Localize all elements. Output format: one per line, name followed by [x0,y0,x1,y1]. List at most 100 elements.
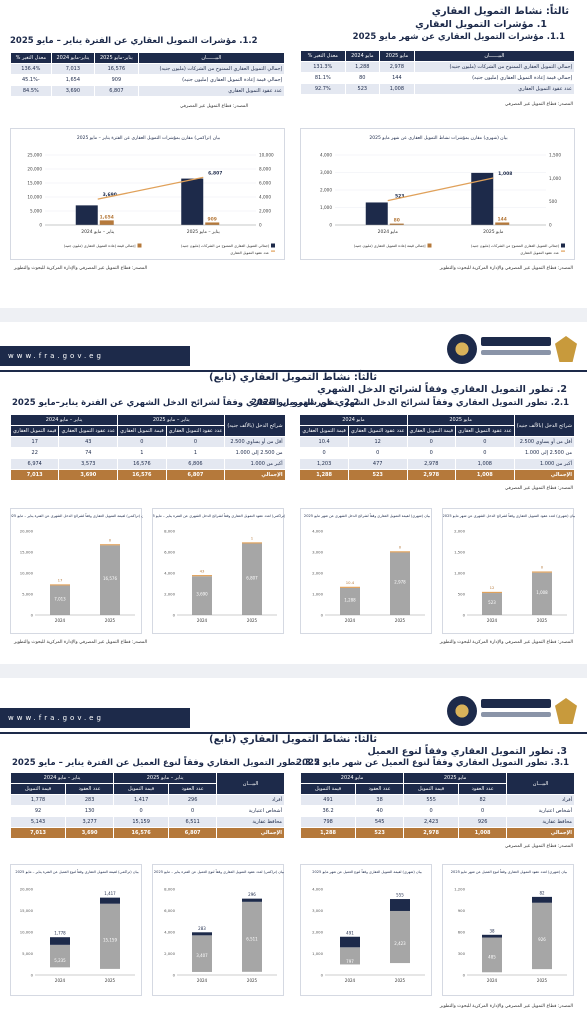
line-data-label: 1,008 [498,171,512,177]
y-tick-label: 6,000 [164,908,175,913]
table-note: المصدر: قطاع التمويل غير المصرفي [504,844,573,849]
source-note: المصدر: قطاع التمويل غير المصرفي والإدار… [439,640,573,645]
y-tick-label: 15,000 [27,181,42,186]
y-tick-label: 25,000 [27,153,42,158]
combo-chart-svg: بيان (تراكمي) مقارن بمؤشرات التمويل العق… [27,135,275,255]
bar-segment [532,896,552,903]
page-2: www.fra.gov.eg ثالثاً: نشاط التمويل العق… [0,326,587,656]
subsection-heading-left: 2.2. تطور التمويل العقاري وفقاً لشرائح ا… [12,398,360,408]
x-tick-label: مايو 2024 [378,229,399,235]
legend-swatch [561,243,565,248]
y-tick-label: 2,000 [312,930,323,935]
legend-swatch [561,250,565,252]
website-url[interactable]: www.fra.gov.eg [0,346,190,366]
bar [495,222,510,225]
section-heading: 3. تطور التمويل العقاري وفقاً لنوع العمي… [367,746,568,757]
y-tick-label: 2,000 [454,529,465,534]
y-tick-label: 2,000 [164,592,175,597]
chart-title: بيان (شهري) لقيمة التمويل العقاري وفقاً … [304,513,430,518]
x-tick-label: 2025 [395,618,406,623]
line-data-label: 3,690 [103,192,117,198]
y-tick-label: 4,000 [320,153,332,158]
client-table-right: البيـــان مايو 2025 مايو 2024 عدد العقود قي… [299,772,575,839]
subsection-heading-right: 2.1. تطور التمويل العقاري وفقاً لشرائح ا… [251,398,569,408]
x-tick-label: 2024 [55,978,66,983]
source-note: المصدر: قطاع التمويل غير المصرفي والإدار… [439,1004,573,1009]
y-tick-label: 1,500 [454,550,465,555]
y-tick-label: 4,000 [312,529,323,534]
client-chart-svg: بيان (تراكمي) لقيمة التمويل العقاري وفقا… [15,869,138,983]
data-label: 6,511 [246,936,258,941]
page-3: www.fra.gov.eg ثالثاً: نشاط التمويل العق… [0,688,587,1024]
bar-segment [340,947,360,965]
y-tick-label: 15,000 [20,550,34,555]
table-note: المصدر: قطاع التمويل غير المصرفي [504,486,573,491]
data-label: 797 [346,959,354,964]
chart-title: بيان (تراكمي) لقيمة التمويل العقاري وفقا… [11,513,143,518]
y-tick-label: 5,000 [30,209,42,214]
data-label: 1 [251,536,254,541]
bar [75,205,98,225]
legend-label: إجمالي التمويل العقاري الممنوح من الشركا… [471,244,559,249]
y-tick-label: 1,000 [312,592,323,597]
y2-tick-label: 2,000 [259,209,271,214]
y2-tick-label: 10,000 [259,153,274,158]
table-note: المصدر: قطاع التمويل غير المصرفي [504,102,573,107]
bar-segment [532,902,552,970]
table-note: المصدر: قطاع التمويل غير المصرفي [180,104,249,109]
bar-segment [390,910,410,964]
y-tick-label: 500 [458,592,466,597]
y-tick-label: 8,000 [164,887,175,892]
legend-swatch [271,250,275,252]
x-tick-label: 2025 [395,978,406,983]
bar [389,223,404,225]
y-tick-label: 3,000 [312,908,323,913]
bar-segment [192,575,212,577]
page-title: ثالثاً: نشاط التمويل العقاري (تابع) [209,734,377,745]
bar-segment [482,937,502,973]
bar [482,593,502,615]
y-tick-label: 0 [173,613,176,618]
y-tick-label: 2,000 [312,571,323,576]
data-label: 1,288 [370,196,384,202]
page-separator [0,664,587,678]
y-tick-label: 1,000 [312,951,323,956]
eagle-emblem-icon [555,698,577,724]
website-url[interactable]: www.fra.gov.eg [0,708,190,728]
client-chart-svg: بيان (شهري) لقيمة التمويل العقاري وفقاً … [312,869,425,983]
data-label: 1,288 [344,597,356,602]
data-label: 144 [498,216,507,222]
x-tick-label: يناير – مايو 2024 [81,229,115,235]
bar-segment [100,903,120,969]
data-label: 1,417 [104,891,116,896]
y2-tick-label: 8,000 [259,167,271,172]
page-separator [0,308,587,322]
y-tick-label: 1,200 [454,887,465,892]
y-tick-label: 10,000 [20,930,34,935]
y2-tick-label: 0 [549,223,552,228]
bar [532,572,552,615]
page-banner: www.fra.gov.eg [0,326,587,374]
bar-segment [50,944,70,968]
line-data-label: 6,807 [208,170,222,176]
x-tick-label: 2025 [537,978,548,983]
bar-segment [242,901,262,972]
data-label: 43 [200,568,205,573]
y-tick-label: 10,000 [20,571,34,576]
data-label: 555 [396,893,404,898]
data-label: 16,576 [103,576,117,581]
bar-segment [390,551,410,553]
y2-tick-label: 0 [259,223,262,228]
data-label: 6,807 [246,575,258,580]
data-label: 296 [248,892,256,897]
y-tick-label: 0 [31,613,34,618]
stack-chart-svg: بيان (تراكمي) لعدد عقود التمويل العقاري … [153,513,285,623]
data-label: 1,778 [54,931,66,936]
bar-segment [482,591,502,594]
x-tick-label: 2025 [247,618,258,623]
data-label: 2,978 [475,167,489,173]
data-label: 0 [109,537,112,542]
bar-segment [482,934,502,938]
x-tick-label: 2025 [537,618,548,623]
bar [365,202,388,225]
